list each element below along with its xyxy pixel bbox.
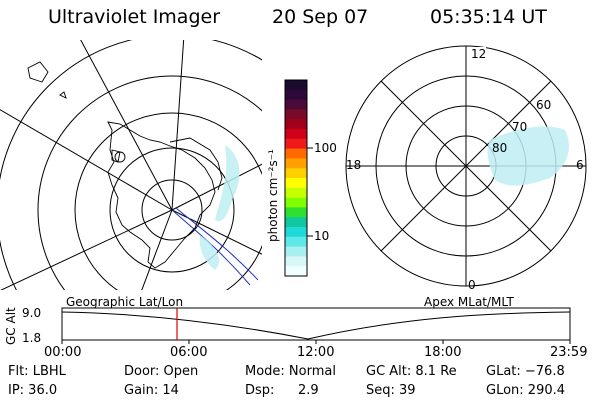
timeline-y-tick: 9.0 [22,306,42,320]
altitude-curve [61,311,571,340]
polar-axis [380,80,552,252]
colorbar-segment [285,99,307,110]
meridian-line [141,209,173,290]
x-tick-label: 06:00 [170,345,208,360]
colorbar-frame [284,79,308,277]
time-label: 05:35:14 UT [430,6,547,28]
date-label: 20 Sep 07 [272,6,369,28]
timeline-frame [61,307,571,341]
aurora-blob [199,235,220,270]
colorbar-segment [285,158,307,169]
lat-circle [37,75,262,290]
meridian-line [171,209,262,255]
colorbar-segment [285,266,307,277]
mlt-label-18: 18 [346,158,362,172]
timeline-y-tick: 1.8 [22,331,42,345]
timeline-left-label: Geographic Lat/Lon [66,295,184,309]
status-ip: IP: 36.0 [8,383,58,398]
x-tick-label: 00:00 [44,345,82,360]
colorbar-segment [285,207,307,218]
colorbar-segment [285,187,307,199]
lat-label-70: 70 [512,120,528,134]
status-glat: GLat: −76.8 [486,364,565,379]
status-door: Door: Open [124,364,199,379]
colorbar-segment [285,129,307,140]
coastline [169,137,223,191]
mlt-label-0: 0 [468,278,476,292]
meridian-line [0,209,173,290]
orbit-track [175,207,259,281]
meridian-line [80,40,173,211]
colorbar-segment [285,236,307,248]
colorbar-segment [285,178,307,189]
colorbar-segment [285,168,307,179]
lat-circle [141,179,203,241]
colorbar-segment [285,148,307,159]
lat-circle [74,112,262,290]
x-tick-label: 23:59 [550,345,588,360]
status-mode: Mode: Normal [245,364,336,379]
colorbar-segment [285,197,307,208]
lat-label-80: 80 [492,141,508,155]
colorbar-segment [285,119,307,130]
colorbar-segment [285,89,307,101]
mlt-label-12: 12 [471,47,487,61]
x-tick-label: 18:00 [424,345,462,360]
coastline [27,61,49,83]
colorbar-segment [285,256,307,267]
aurora-blob [215,145,240,222]
status-flt: Flt: LBHL [8,364,66,379]
status-gc-alt: GC Alt: 8.1 Re [366,364,457,379]
colorbar-tick-label: 100 [314,141,337,155]
aurora-emission [487,126,570,186]
colorbar-segment [285,246,307,257]
status-seq: Seq: 39 [366,383,416,398]
colorbar-segment [285,227,307,238]
colorbar-segment [285,80,307,91]
app-title: Ultraviolet Imager [48,6,221,28]
lat-label-60: 60 [536,98,552,112]
status-gain: Gain: 14 [124,383,179,398]
lat-circle [109,147,235,273]
timeline-right-label: Apex MLat/MLT [424,295,514,309]
coastline [59,91,67,99]
meridian-line [0,109,173,211]
meridian-line [171,40,185,211]
coastline [114,151,126,163]
status-dsp-label: Dsp: [245,383,275,398]
mlt-label-6: 6 [576,158,584,172]
colorbar-segment [285,138,307,150]
status-dsp-value: 2.9 [298,383,319,398]
colorbar-segment [285,109,307,120]
colorbar-tick-label: 10 [314,229,330,243]
status-glon: GLon: 290.4 [486,383,566,398]
colorbar-segment [285,217,307,228]
x-tick-label: 12:00 [297,345,335,360]
coastline-antarctica [107,121,216,269]
